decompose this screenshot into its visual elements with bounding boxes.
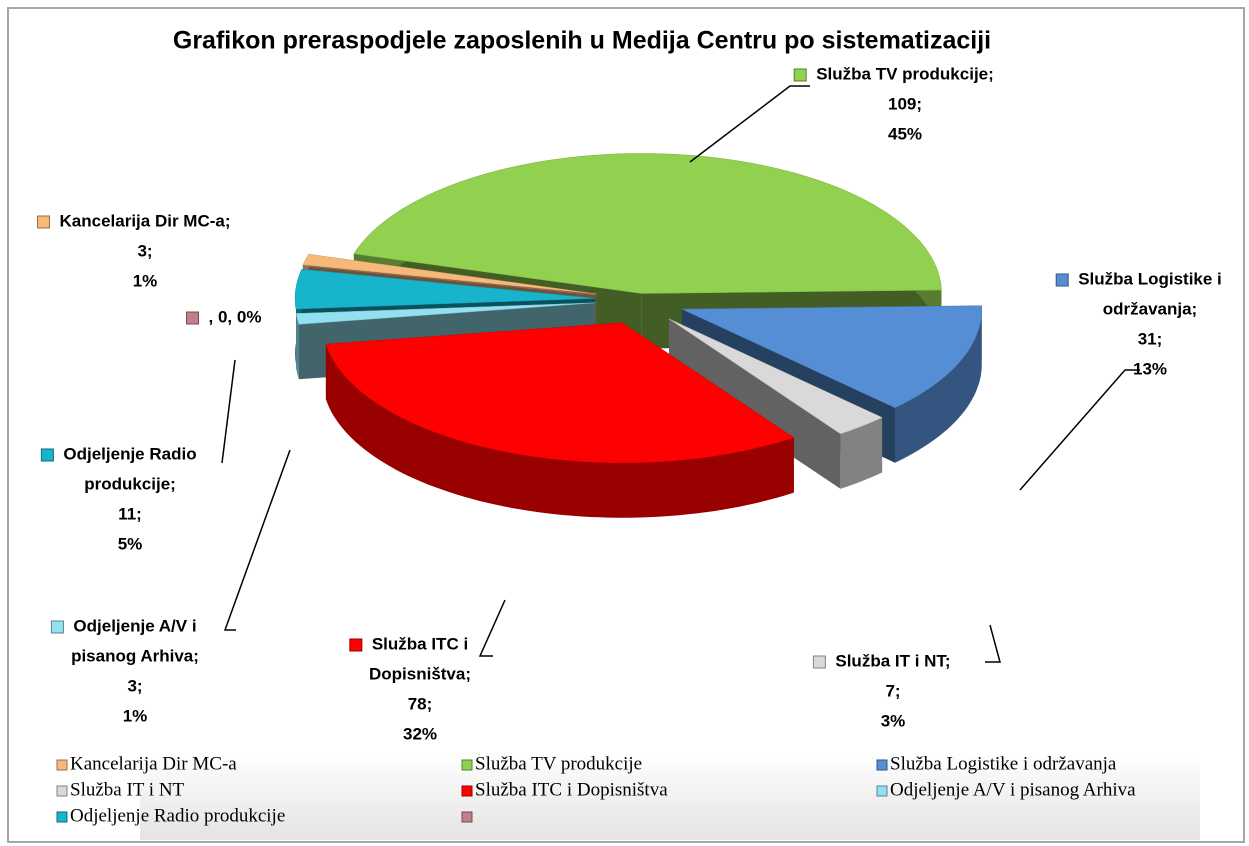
slice: [325, 322, 795, 518]
slice: [668, 318, 883, 489]
slice-top: [302, 265, 597, 296]
label-key: [349, 638, 363, 652]
pie: [294, 153, 983, 518]
data-label: 13%: [1133, 359, 1167, 378]
data-label: Dopisništva;: [369, 664, 471, 683]
data-label: 3;: [137, 241, 152, 260]
data-label: 32%: [403, 724, 437, 743]
data-label: 1%: [123, 706, 148, 725]
data-label: 31;: [1138, 329, 1163, 348]
slice-top: [668, 318, 883, 435]
legend-key: [461, 811, 473, 823]
slice-wall: [669, 318, 841, 489]
data-label: Kancelarija Dir MC-a;: [60, 211, 231, 230]
data-labels: Kancelarija Dir MC-a; 3; 1% Služba TV produ…: [37, 64, 1222, 743]
data-label: 1%: [133, 271, 158, 290]
label-key: [50, 620, 64, 634]
data-label: Odjeljenje Radio: [63, 444, 196, 463]
label-key: [186, 311, 200, 325]
data-label: Služba Logistike i: [1078, 269, 1222, 288]
data-label: Služba TV produkcije;: [816, 64, 994, 83]
legend-label: Kancelarija Dir MC-a: [70, 753, 237, 774]
legend-key: [56, 759, 68, 771]
legend-key: [461, 759, 473, 771]
legend-label: Odjeljenje Radio produkcije: [70, 805, 285, 826]
slice: [302, 265, 597, 296]
leader-line: [1019, 369, 1140, 491]
chart-title: Grafikon preraspodjele zaposlenih u Medi…: [173, 27, 991, 55]
label-key: [1055, 273, 1069, 287]
leader-line: [221, 359, 236, 464]
legend-key: [56, 785, 68, 797]
data-label: 3%: [881, 711, 906, 730]
slice-side: [895, 305, 982, 463]
legend-label: Odjeljenje A/V i pisanog Arhiva: [890, 779, 1136, 800]
legend-label: Služba ITC i Dopisništva: [475, 779, 668, 800]
legend-key: [461, 785, 473, 797]
slice-side: [840, 417, 883, 489]
legend-shade: [140, 752, 1200, 840]
legend-key: [876, 785, 888, 797]
legend-label: Služba IT i NT: [70, 779, 185, 800]
slice-top: [681, 305, 983, 408]
label-key: [812, 655, 826, 669]
data-label: 45%: [888, 124, 922, 143]
data-label: Odjeljenje A/V i: [73, 616, 196, 635]
data-label: Služba ITC i: [372, 634, 468, 653]
leader-line: [689, 85, 810, 163]
legend-key: [56, 811, 68, 823]
label-key: [37, 215, 50, 229]
slice-side: [296, 313, 299, 380]
legend: Kancelarija Dir MC-a Služba TV produkcije…: [56, 753, 1136, 826]
data-label: produkcije;: [84, 474, 176, 493]
leader-line: [478, 599, 506, 657]
label-key: [40, 448, 54, 462]
legend-key: [876, 759, 888, 771]
leader-line: [223, 449, 291, 631]
slice-top: [325, 322, 795, 463]
slice-top: [302, 253, 597, 295]
slice-side: [325, 344, 794, 518]
data-label: 3;: [127, 676, 142, 695]
slice-top: [353, 153, 942, 294]
slice-top: [295, 302, 596, 325]
legend-label: Služba Logistike i održavanja: [890, 753, 1117, 774]
legend-label: Služba TV produkcije: [475, 753, 642, 774]
label-key: [793, 68, 807, 82]
data-label: Služba IT i NT;: [835, 651, 950, 670]
data-label: 109;: [888, 94, 922, 113]
data-label: 7;: [885, 681, 900, 700]
data-label: , 0, 0%: [209, 307, 262, 326]
data-label: 78;: [408, 694, 433, 713]
data-label: 5%: [118, 534, 143, 553]
data-label: održavanja;: [1103, 299, 1197, 318]
data-label: pisanog Arhiva;: [71, 646, 199, 665]
slice-top: [294, 268, 596, 310]
leader-line: [985, 624, 1001, 663]
data-label: 11;: [118, 504, 142, 523]
